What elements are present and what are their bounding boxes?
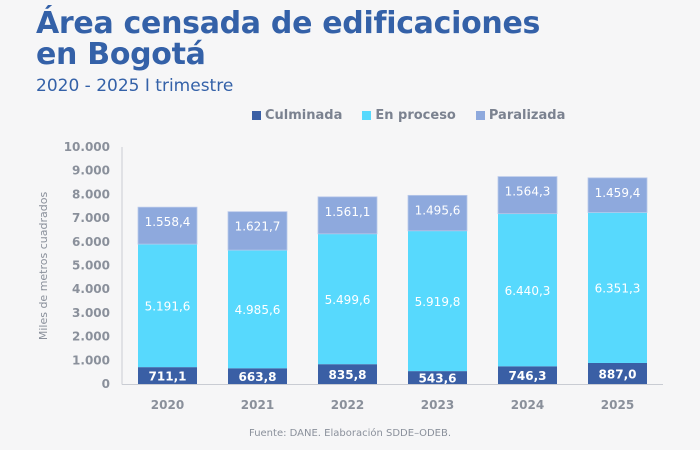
legend-swatch-culminada bbox=[252, 111, 261, 120]
data-label: 5.919,8 bbox=[415, 295, 461, 309]
bar-group-2021: 663,8 4.985,6 1.621,7 bbox=[227, 211, 288, 384]
x-tick-label: 2020 bbox=[151, 398, 184, 412]
y-tick-label: 1.000 bbox=[72, 353, 110, 367]
bar-segment-culminada bbox=[228, 368, 287, 384]
data-label: 5.499,6 bbox=[325, 293, 371, 307]
source-note: Fuente: DANE. Elaboración SDDE–ODEB. bbox=[248, 428, 451, 439]
data-label: 835,8 bbox=[329, 368, 367, 382]
bar-group-2022: 835,8 5.499,6 1.561,1 bbox=[317, 196, 378, 384]
data-label: 1.459,4 bbox=[595, 186, 641, 200]
bar-segment-en-proceso bbox=[588, 212, 647, 363]
bars: 711,1 5.191,6 1.558,4 663,8 4.985,6 1.621,7 83… bbox=[137, 176, 648, 386]
x-tick-label: 2021 bbox=[241, 398, 274, 412]
y-axis-ticks: 0 1.000 2.000 3.000 4.000 5.000 6.000 7.000 8.00… bbox=[64, 140, 110, 391]
chart-title: Área censada de edificaciones en Bogotá bbox=[36, 8, 540, 70]
bar-segment-paralizada bbox=[587, 177, 648, 213]
bar-segment-en-proceso bbox=[408, 230, 467, 372]
legend-item-culminada: Culminada bbox=[252, 108, 342, 123]
data-label: 887,0 bbox=[599, 367, 637, 381]
data-label: 6.351,3 bbox=[595, 282, 641, 296]
x-axis-ticks: 2020 2021 2022 2023 2024 2025 bbox=[151, 398, 634, 412]
y-tick-label: 4.000 bbox=[72, 282, 110, 296]
y-tick-label: 6.000 bbox=[72, 235, 110, 249]
bar-group-2020: 711,1 5.191,6 1.558,4 bbox=[137, 206, 198, 384]
legend-item-en-proceso: En proceso bbox=[362, 108, 456, 123]
y-axis-label: Miles de metros cuadrados bbox=[37, 192, 50, 341]
chart-subtitle: 2020 - 2025 I trimestre bbox=[36, 76, 234, 96]
bar-group-2025: 887,0 6.351,3 1.459,4 bbox=[587, 177, 648, 384]
data-label: 711,1 bbox=[149, 370, 187, 384]
bar-segment-en-proceso bbox=[138, 244, 197, 368]
x-tick-label: 2022 bbox=[331, 398, 364, 412]
data-label: 746,3 bbox=[509, 369, 547, 383]
data-label: 1.621,7 bbox=[235, 220, 281, 234]
x-tick-label: 2024 bbox=[511, 398, 544, 412]
x-tick-label: 2025 bbox=[601, 398, 634, 412]
y-tick-label: 0 bbox=[102, 377, 110, 391]
data-label: 543,6 bbox=[419, 372, 457, 386]
data-label: 1.558,4 bbox=[145, 215, 191, 229]
y-tick-label: 10.000 bbox=[64, 140, 110, 154]
bar-segment-paralizada bbox=[227, 211, 288, 251]
bar-segment-culminada bbox=[318, 364, 377, 384]
x-tick-label: 2023 bbox=[421, 398, 454, 412]
legend-label-en-proceso: En proceso bbox=[375, 108, 456, 123]
y-tick-label: 9.000 bbox=[72, 164, 110, 178]
legend-label-culminada: Culminada bbox=[265, 108, 343, 123]
y-tick-label: 2.000 bbox=[72, 330, 110, 344]
bar-group-2023: 543,6 5.919,8 1.495,6 bbox=[407, 194, 468, 386]
bar-group-2024: 746,3 6.440,3 1.564,3 bbox=[497, 176, 558, 384]
data-label: 1.564,3 bbox=[505, 185, 551, 199]
data-label: 663,8 bbox=[239, 370, 277, 384]
bar-segment-paralizada bbox=[497, 176, 558, 215]
bar-segment-culminada bbox=[588, 362, 647, 384]
y-tick-label: 7.000 bbox=[72, 211, 110, 225]
legend-item-paralizada: Paralizada bbox=[475, 108, 566, 123]
legend-swatch-paralizada bbox=[475, 111, 485, 120]
y-tick-label: 5.000 bbox=[72, 259, 110, 273]
bar-segment-paralizada bbox=[407, 194, 468, 232]
y-tick-label: 3.000 bbox=[72, 306, 110, 320]
bar-segment-culminada bbox=[498, 366, 557, 384]
chart-title-line-1: Área censada de edificaciones bbox=[36, 6, 541, 41]
data-label: 4.985,6 bbox=[235, 303, 281, 317]
bar-segment-en-proceso bbox=[228, 250, 287, 369]
data-label: 6.440,3 bbox=[505, 284, 551, 298]
bar-segment-culminada bbox=[138, 367, 197, 384]
legend: Culminada En proceso Paralizada bbox=[252, 108, 565, 123]
data-label: 1.495,6 bbox=[415, 203, 461, 217]
bar-segment-en-proceso bbox=[498, 213, 557, 367]
bar-segment-en-proceso bbox=[318, 233, 377, 365]
data-label: 5.191,6 bbox=[145, 300, 191, 314]
bar-segment-paralizada bbox=[317, 196, 378, 235]
chart-title-line-2: en Bogotá bbox=[36, 37, 206, 72]
legend-swatch-en-proceso bbox=[362, 111, 372, 120]
bar-segment-culminada bbox=[408, 371, 467, 384]
y-tick-label: 8.000 bbox=[72, 187, 110, 201]
data-label: 1.561,1 bbox=[325, 205, 371, 219]
bar-segment-paralizada bbox=[137, 206, 198, 245]
legend-label-paralizada: Paralizada bbox=[488, 108, 566, 123]
